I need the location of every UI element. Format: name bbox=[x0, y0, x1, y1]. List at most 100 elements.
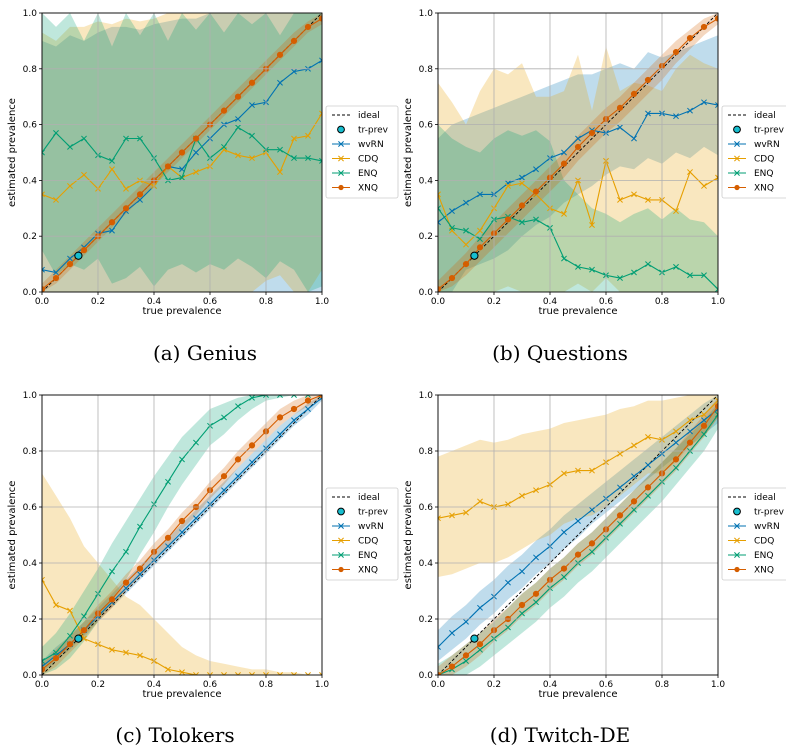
legend-swatch-tr-prev bbox=[337, 125, 345, 134]
data-point-xnq bbox=[672, 456, 680, 463]
legend-label: ideal bbox=[754, 493, 776, 503]
data-point-xnq bbox=[518, 601, 526, 609]
data-point-wvrn bbox=[533, 554, 539, 561]
data-point-xnq bbox=[290, 37, 298, 45]
data-point-xnq bbox=[574, 551, 582, 558]
data-point-enq bbox=[645, 261, 651, 268]
y-axis-label: estimated prevalence bbox=[7, 98, 18, 207]
data-point-xnq bbox=[672, 48, 680, 56]
data-point-enq bbox=[263, 395, 269, 398]
data-point-enq bbox=[277, 146, 283, 153]
data-point-xnq bbox=[66, 261, 74, 268]
y-tick-label: 1.0 bbox=[419, 9, 434, 19]
data-point-cdq bbox=[645, 196, 651, 203]
data-point-cdq bbox=[165, 666, 171, 673]
legend-marker-xnq bbox=[338, 566, 344, 573]
legend: ideal tr-prev wvRN CDQ ENQ XNQ bbox=[721, 105, 786, 199]
data-point-enq bbox=[305, 155, 311, 162]
data-point-enq bbox=[42, 149, 45, 156]
data-point-xnq bbox=[476, 641, 484, 648]
data-point-cdq bbox=[123, 649, 129, 656]
data-point-xnq bbox=[448, 274, 456, 282]
legend-marker-wvrn bbox=[338, 141, 344, 147]
legend-swatch-tr-prev bbox=[733, 125, 741, 134]
data-point-xnq bbox=[714, 403, 718, 410]
legend-marker-cdq bbox=[338, 155, 344, 162]
data-point-cdq bbox=[463, 241, 469, 248]
data-point-cdq bbox=[53, 602, 59, 608]
figure-caption: (a) Genius bbox=[153, 341, 257, 365]
data-point-xnq bbox=[686, 439, 694, 446]
data-point-wvrn bbox=[631, 473, 637, 480]
data-point-cdq bbox=[575, 467, 581, 474]
data-point-cdq bbox=[207, 672, 213, 675]
data-point-cdq bbox=[263, 672, 269, 675]
data-point-enq bbox=[249, 395, 255, 401]
data-point-wvrn bbox=[137, 196, 143, 203]
legend-marker-xnq bbox=[734, 184, 740, 191]
data-point-cdq bbox=[277, 169, 283, 175]
data-point-wvrn bbox=[235, 473, 241, 480]
data-point-xnq bbox=[108, 219, 116, 226]
legend-label: ENQ bbox=[358, 169, 378, 179]
data-point-xnq bbox=[276, 51, 284, 58]
data-point-enq bbox=[42, 658, 45, 664]
data-point-cdq bbox=[463, 509, 469, 516]
x-tick-label: 0.2 bbox=[91, 297, 105, 307]
data-point-cdq bbox=[701, 183, 707, 189]
tr-prev-point bbox=[74, 251, 83, 260]
data-point-wvrn bbox=[291, 417, 297, 424]
data-point-enq bbox=[617, 520, 623, 527]
legend-label: tr-prev bbox=[358, 508, 389, 518]
legend-swatch-tr-prev bbox=[733, 507, 741, 516]
series-line-ideal bbox=[42, 395, 322, 675]
data-point-enq bbox=[81, 135, 87, 142]
data-point-enq bbox=[673, 464, 679, 471]
data-point-xnq bbox=[714, 15, 718, 22]
legend-label: XNQ bbox=[754, 184, 774, 194]
chart-panel-3: 0.00.0 0.2 0.2 0.4 0.4 0.6 0.6 0.8 0.8 1.0 1.0 true… bbox=[7, 391, 399, 747]
data-point-enq bbox=[291, 395, 297, 398]
band-cdq bbox=[438, 46, 718, 292]
x-tick-label: 1.0 bbox=[711, 680, 726, 690]
data-point-enq bbox=[221, 143, 227, 150]
data-point-enq bbox=[137, 523, 143, 530]
data-point-wvrn bbox=[42, 266, 45, 273]
y-tick-label: 0.2 bbox=[23, 232, 37, 242]
data-point-cdq bbox=[477, 227, 483, 234]
band-wvrn bbox=[438, 395, 718, 661]
data-point-xnq bbox=[136, 191, 144, 198]
figure-caption: (c) Tolokers bbox=[115, 723, 234, 747]
data-point-xnq bbox=[700, 23, 708, 31]
data-point-enq bbox=[67, 632, 73, 639]
legend-label: wvRN bbox=[754, 140, 780, 150]
data-point-cdq bbox=[701, 411, 707, 418]
data-point-xnq bbox=[248, 79, 256, 86]
data-point-wvrn bbox=[687, 107, 693, 114]
data-point-xnq bbox=[248, 442, 256, 449]
legend-label: XNQ bbox=[358, 566, 378, 576]
data-point-cdq bbox=[561, 210, 567, 217]
data-point-cdq bbox=[617, 196, 623, 203]
data-point-xnq bbox=[448, 663, 456, 670]
data-point-enq bbox=[589, 266, 595, 273]
legend-marker-enq bbox=[734, 170, 740, 176]
data-point-enq bbox=[81, 613, 87, 620]
data-point-enq bbox=[277, 395, 283, 398]
data-point-enq bbox=[463, 227, 469, 234]
legend-label: ENQ bbox=[358, 551, 378, 561]
data-point-cdq bbox=[179, 669, 185, 675]
data-point-enq bbox=[673, 263, 679, 270]
y-axis-label: estimated prevalence bbox=[403, 98, 414, 207]
data-point-cdq bbox=[505, 501, 511, 508]
tr-prev-point bbox=[470, 251, 479, 260]
data-point-wvrn bbox=[701, 99, 707, 106]
data-point-cdq bbox=[319, 672, 322, 675]
legend-label: tr-prev bbox=[358, 126, 389, 136]
data-point-enq bbox=[631, 506, 637, 513]
y-tick-label: 0.6 bbox=[23, 503, 38, 513]
x-tick-label: 0.2 bbox=[487, 297, 501, 307]
legend: ideal tr-prev wvRN CDQ ENQ XNQ bbox=[325, 105, 399, 199]
data-point-cdq bbox=[81, 171, 87, 178]
